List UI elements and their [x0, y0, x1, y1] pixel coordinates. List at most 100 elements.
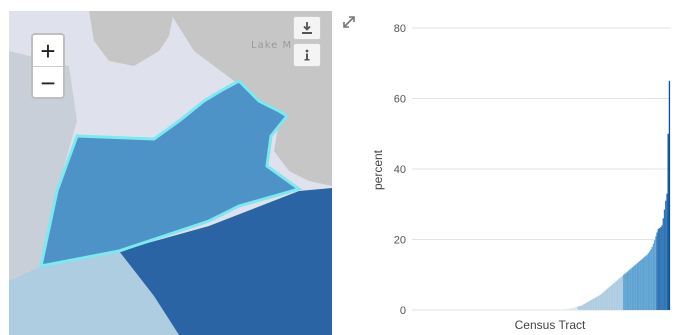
bar[interactable] — [623, 274, 625, 310]
bar[interactable] — [661, 225, 663, 310]
bar[interactable] — [576, 306, 578, 310]
bar[interactable] — [578, 306, 580, 310]
bar[interactable] — [619, 277, 621, 310]
bar[interactable] — [665, 200, 667, 310]
land-west — [9, 51, 77, 281]
bar[interactable] — [641, 258, 643, 310]
bar[interactable] — [599, 294, 601, 310]
bar[interactable] — [587, 301, 589, 310]
bar[interactable] — [662, 218, 664, 310]
y-tick-label: 60 — [394, 94, 406, 106]
bar[interactable] — [608, 287, 610, 310]
bar[interactable] — [584, 303, 587, 310]
y-tick-labels: 0 20 40 60 80 — [394, 23, 406, 317]
bar[interactable] — [636, 263, 639, 310]
bar[interactable] — [600, 293, 603, 310]
bar[interactable] — [640, 259, 642, 310]
bar[interactable] — [625, 272, 627, 310]
bar[interactable] — [577, 306, 579, 310]
info-button[interactable] — [293, 43, 321, 67]
bar[interactable] — [579, 305, 582, 310]
bar[interactable] — [652, 243, 655, 310]
download-button[interactable] — [293, 16, 321, 40]
bar[interactable] — [650, 249, 652, 310]
bar[interactable] — [597, 296, 599, 310]
selected-tract[interactable] — [39, 79, 303, 268]
bar[interactable] — [655, 236, 657, 310]
bar[interactable] — [626, 271, 629, 310]
bar[interactable] — [635, 264, 637, 310]
bar[interactable] — [595, 296, 598, 310]
bar[interactable] — [639, 261, 641, 310]
bar[interactable] — [657, 228, 659, 310]
bar[interactable] — [656, 232, 658, 310]
bar[interactable] — [610, 285, 613, 310]
bar[interactable] — [649, 251, 651, 310]
bar[interactable] — [563, 309, 566, 310]
bar[interactable] — [592, 299, 594, 310]
bar[interactable] — [618, 278, 620, 310]
bar[interactable] — [574, 307, 577, 310]
bar[interactable] — [637, 262, 640, 310]
bar[interactable] — [651, 246, 653, 310]
bar[interactable] — [586, 302, 588, 310]
bar[interactable] — [583, 304, 585, 310]
bar[interactable] — [611, 284, 614, 310]
bar[interactable] — [602, 292, 604, 310]
expand-icon[interactable] — [341, 14, 357, 30]
bar[interactable] — [646, 254, 648, 310]
land-northeast — [169, 11, 332, 186]
bar[interactable] — [644, 256, 646, 310]
bar[interactable] — [607, 288, 609, 310]
bar[interactable] — [620, 276, 622, 310]
bar[interactable] — [604, 290, 606, 310]
bar[interactable] — [573, 307, 576, 310]
bar[interactable] — [582, 304, 584, 310]
bar[interactable] — [621, 275, 624, 310]
bar[interactable] — [660, 227, 662, 310]
bar[interactable] — [647, 253, 650, 310]
bar[interactable] — [598, 295, 600, 310]
bar[interactable] — [565, 309, 567, 310]
bar[interactable] — [629, 269, 631, 310]
bar[interactable] — [605, 289, 608, 310]
bar[interactable] — [593, 298, 595, 310]
bar[interactable] — [634, 265, 636, 310]
bar[interactable] — [581, 305, 583, 310]
bar[interactable] — [609, 286, 611, 310]
bar[interactable] — [613, 283, 615, 310]
tract-southeast-dark[interactable] — [119, 188, 332, 335]
bar[interactable] — [624, 273, 626, 310]
bar[interactable] — [668, 80, 671, 310]
bar[interactable] — [645, 255, 647, 310]
zoom-out-button[interactable]: − — [33, 66, 63, 98]
bar[interactable] — [615, 281, 618, 310]
bar[interactable] — [653, 240, 656, 310]
bar[interactable] — [663, 209, 666, 310]
bar[interactable] — [589, 300, 592, 310]
bar[interactable] — [642, 257, 645, 310]
bar[interactable] — [594, 297, 597, 310]
bar[interactable] — [572, 307, 574, 310]
bar[interactable] — [630, 268, 632, 310]
bar[interactable] — [658, 228, 661, 310]
bar[interactable] — [566, 308, 568, 310]
bar[interactable] — [590, 299, 593, 310]
bar[interactable] — [666, 193, 668, 310]
bar[interactable] — [603, 291, 605, 310]
zoom-in-button[interactable]: + — [40, 35, 56, 66]
bar[interactable] — [570, 308, 572, 310]
bar[interactable] — [614, 282, 616, 310]
bar[interactable] — [616, 280, 619, 310]
bar[interactable] — [632, 266, 635, 310]
bar[interactable] — [568, 308, 571, 310]
bar[interactable] — [631, 267, 634, 310]
bar[interactable] — [567, 308, 569, 310]
map-canvas[interactable] — [9, 11, 332, 335]
bar[interactable] — [628, 270, 630, 310]
bar[interactable] — [667, 133, 669, 310]
land-north-peninsula — [89, 11, 174, 66]
bar[interactable] — [571, 308, 573, 310]
map-panel[interactable]: Lake M + − — [9, 11, 332, 335]
bar[interactable] — [588, 301, 590, 310]
